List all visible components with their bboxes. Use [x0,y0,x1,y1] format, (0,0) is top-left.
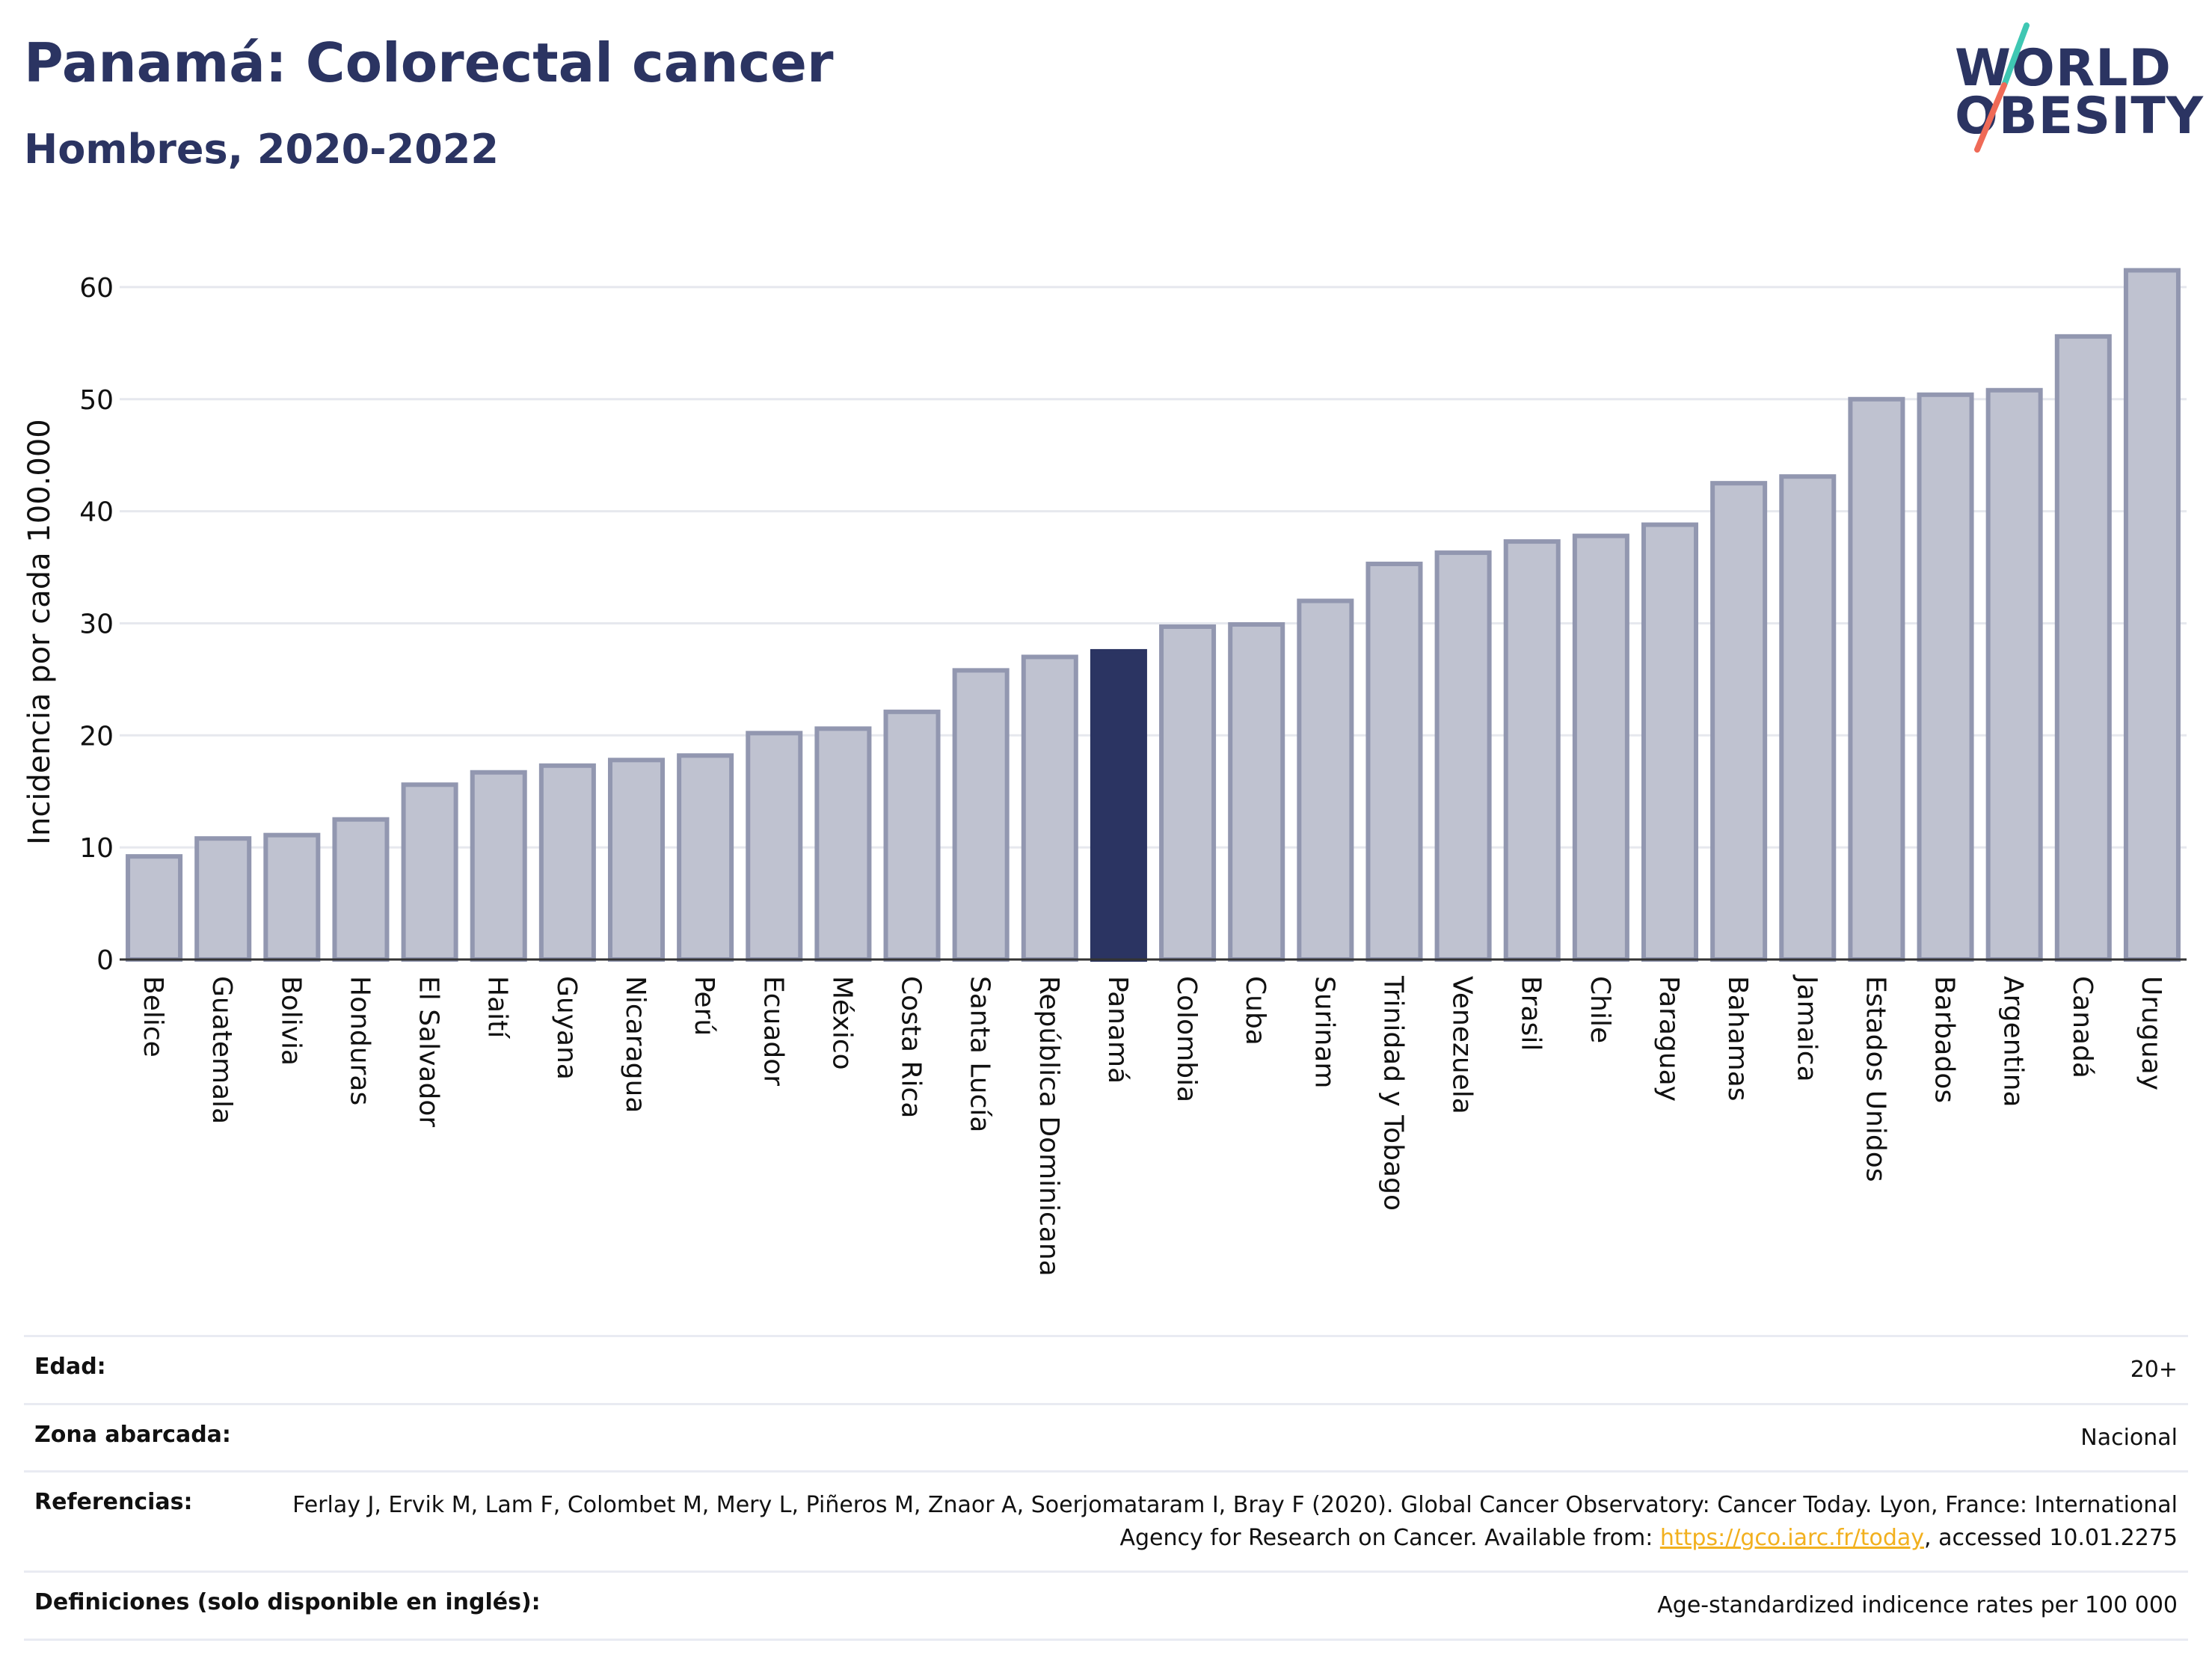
reference-text: Ferlay J, Ervik M, Lam F, Colombet M, Me… [292,1492,2178,1551]
x-tick-label: Jamaica [1791,974,1822,1082]
meta-label-definitions: Definiciones (solo disponible en inglés)… [34,1589,541,1615]
bar-Venezuela [1434,550,1492,962]
x-tick-label: Colombia [1171,976,1202,1102]
x-tick-label: Uruguay [2136,976,2166,1090]
x-tick-label: República Dominicana [1033,976,1064,1277]
x-tick-label: Canadá [2067,976,2098,1078]
x-tick-label: Brasil [1516,976,1546,1051]
bar-Nicaragua [607,758,666,962]
bar-Cuba [1228,621,1285,962]
meta-row-age: Edad: 20+ [24,1335,2188,1403]
y-tick-label: 60 [79,273,114,304]
x-tick-label: Bolivia [275,976,306,1066]
x-tick-label: Haití [482,976,513,1039]
metadata-table: Edad: 20+ Zona abarcada: Nacional Refere… [24,1335,2188,1641]
x-tick-label: El Salvador [414,976,444,1127]
x-tick-label: Ecuador [758,976,788,1086]
x-tick-label: Panamá [1102,976,1133,1084]
meta-row-references: Referencias: Ferlay J, Ervik M, Lam F, C… [24,1470,2188,1570]
bar-Surinam [1297,598,1354,962]
x-tick-label: Venezuela [1447,976,1478,1114]
meta-value-age: 20+ [2130,1357,2178,1383]
logo-text-world: WORLD [1955,39,2172,98]
bar-República Dominicana [1021,654,1078,962]
bar-El Salvador [401,782,458,962]
x-tick-label: Argentina [1998,976,2029,1108]
bar-Brasil [1503,539,1561,962]
x-tick-label: Guatemala [206,976,237,1124]
meta-value-definitions: Age-standardized indicence rates per 100… [1657,1592,2178,1618]
meta-label-references: Referencias: [34,1489,193,1515]
chart-subtitle: Hombres, 2020-2022 [24,126,499,173]
x-tick-label: Trinidad y Tobago [1377,975,1408,1211]
bar-Chile [1572,533,1629,962]
bar-Colombia [1159,624,1217,962]
x-axis-labels: Belice Guatemala Bolivia Honduras El Salvado… [138,974,2166,1277]
bar-Jamaica [1779,474,1837,962]
bar-Santa Lucía [952,668,1010,962]
x-tick-label: Guyana [551,976,582,1080]
bar-Estados Unidos [1848,396,1905,962]
meta-value-references: Ferlay J, Ervik M, Lam F, Colombet M, Me… [283,1489,2178,1554]
world-obesity-logo: WORLD OBESITY [1944,22,2203,157]
reference-accessed: , accessed 10.01.2275 [1924,1524,2178,1551]
y-tick-label: 20 [79,721,114,752]
x-tick-label: Belice [138,976,168,1057]
y-tick-label: 40 [79,497,114,528]
meta-label-age: Edad: [34,1354,106,1380]
bar-Guatemala [194,836,252,962]
x-tick-label: Perú [689,976,719,1036]
x-tick-label: Cuba [1240,976,1271,1045]
bar-Belice [126,854,183,962]
x-tick-label: Estados Unidos [1860,976,1890,1182]
y-axis-label: Incidencia por cada 100.000 [22,419,57,845]
bar-Ecuador [746,731,803,962]
y-tick-label: 10 [79,833,114,864]
y-tick-label: 50 [79,385,114,416]
bar-Honduras [332,817,390,962]
x-tick-label: Paraguay [1653,976,1684,1102]
y-axis-ticks: 0 10 20 30 40 50 60 [79,273,114,976]
x-tick-label: Santa Lucía [965,976,995,1132]
y-tick-label: 30 [79,609,114,639]
bar-Guyana [538,763,596,962]
x-tick-label: México [826,976,857,1070]
x-tick-label: Costa Rica [896,976,927,1118]
bar-Trinidad y Tobago [1365,562,1423,962]
x-tick-label: Bahamas [1722,976,1753,1102]
meta-row-zone: Zona abarcada: Nacional [24,1402,2188,1471]
x-tick-label: Chile [1585,976,1615,1043]
reference-link[interactable]: https://gco.iarc.fr/today [1659,1524,1925,1551]
x-tick-label: Surinam [1309,976,1339,1088]
x-tick-label: Nicaragua [620,976,651,1113]
meta-row-definitions: Definiciones (solo disponible en inglés)… [24,1570,2188,1641]
logo-slash-icon [1974,22,2030,153]
bar-Costa Rica [883,709,941,962]
meta-value-zone: Nacional [2080,1424,2178,1451]
bar-Paraguay [1641,522,1699,962]
bar-Bolivia [263,832,321,962]
bars [126,268,2181,962]
bar-Bahamas [1710,481,1768,962]
bar-Haití [470,770,527,962]
bar-Perú [677,753,734,962]
bar-México [814,726,872,962]
gridlines [120,286,2187,849]
bar-Barbados [1917,392,1974,962]
bar-chart: 0 10 20 30 40 50 60 Belice Guatemala Bolivia Hond… [22,268,2187,1277]
meta-label-zone: Zona abarcada: [34,1421,231,1448]
bar-Uruguay [2123,268,2181,962]
y-tick-label: 0 [96,945,114,976]
bar-Argentina [1985,387,2043,962]
x-tick-label: Honduras [344,976,375,1105]
bar-Panamá [1090,648,1147,962]
bar-Canadá [2054,334,2112,962]
x-tick-label: Barbados [1929,976,1960,1103]
chart-title: Panamá: Colorectal cancer [24,31,834,94]
